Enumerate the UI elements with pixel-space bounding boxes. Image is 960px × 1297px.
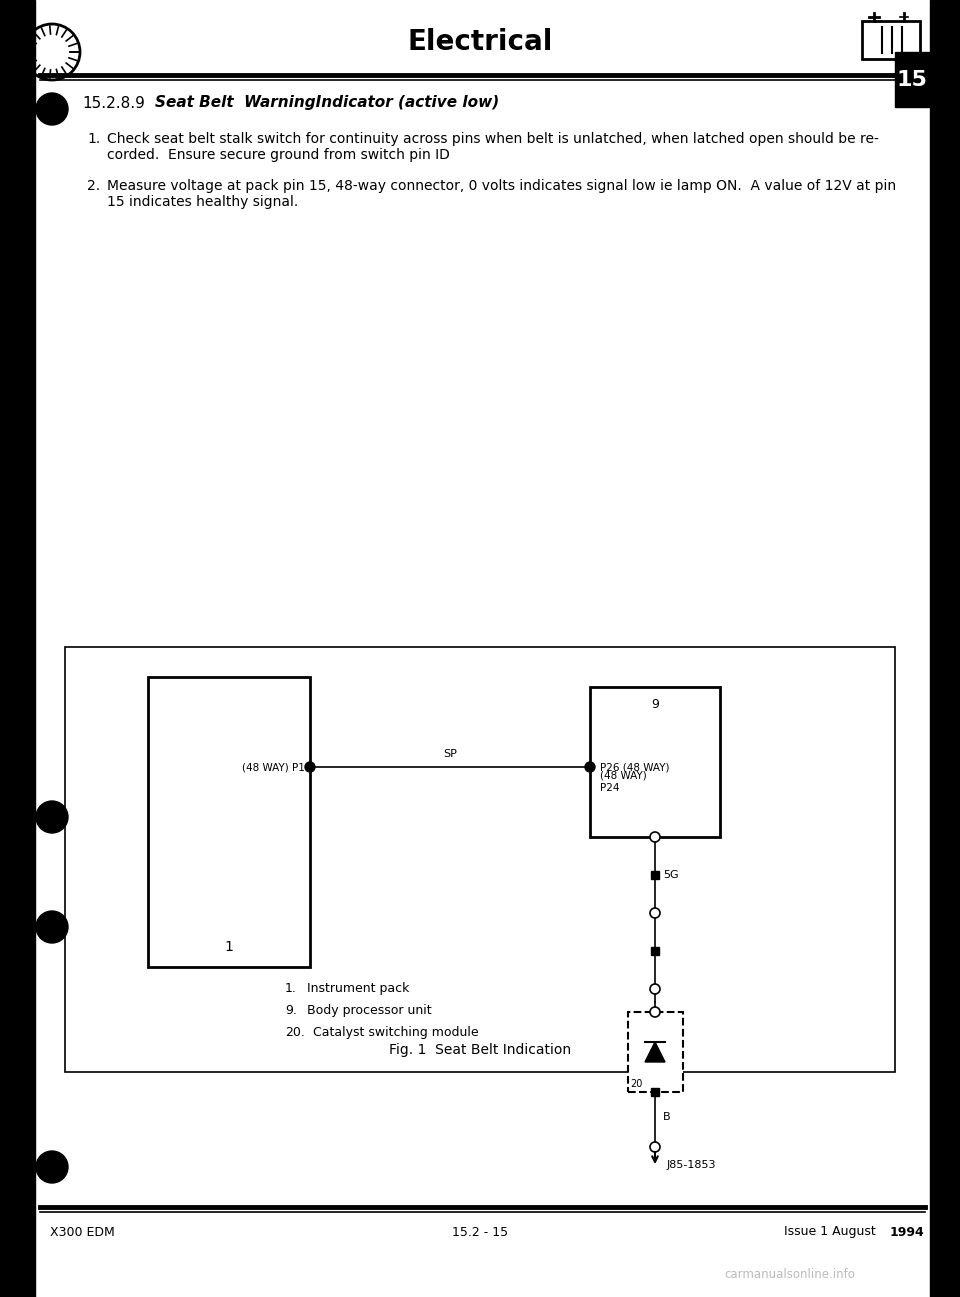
Bar <box>65 647 895 1073</box>
Bar <box>651 1088 659 1096</box>
Text: 2.: 2. <box>87 179 100 193</box>
Text: 1.: 1. <box>285 982 297 995</box>
Text: 15.2 - 15: 15.2 - 15 <box>452 1226 508 1239</box>
Text: J85-1853: J85-1853 <box>667 1160 716 1170</box>
Text: Measure voltage at pack pin 15, 48-way connector, 0 volts indicates signal low i: Measure voltage at pack pin 15, 48-way c… <box>107 179 896 209</box>
Text: 9.: 9. <box>285 1004 297 1017</box>
Text: 1994: 1994 <box>889 1226 924 1239</box>
Text: 15.2.8.9: 15.2.8.9 <box>82 96 145 110</box>
Bar <box>651 872 659 879</box>
Text: 1: 1 <box>225 940 233 955</box>
Text: Check seat belt stalk switch for continuity across pins when belt is unlatched, : Check seat belt stalk switch for continu… <box>107 132 878 162</box>
Bar <box>862 21 920 58</box>
Bar <box>895 52 930 106</box>
Circle shape <box>36 93 68 125</box>
Text: 5G: 5G <box>663 870 679 879</box>
Text: X300 EDM: X300 EDM <box>50 1226 115 1239</box>
Bar <box>628 1012 683 1092</box>
Bar <box>148 677 310 968</box>
Text: SP: SP <box>444 748 457 759</box>
Text: Seat Belt  WarningIndicator (active low): Seat Belt WarningIndicator (active low) <box>155 96 499 110</box>
Text: P26 (48 WAY): P26 (48 WAY) <box>600 763 669 772</box>
Bar <box>930 0 960 1297</box>
Circle shape <box>305 763 315 772</box>
Text: 20.: 20. <box>285 1026 305 1039</box>
Text: 1.: 1. <box>87 132 100 147</box>
Text: Body processor unit: Body processor unit <box>307 1004 432 1017</box>
Text: Catalyst switching module: Catalyst switching module <box>313 1026 479 1039</box>
Circle shape <box>650 1006 660 1017</box>
Circle shape <box>36 1150 68 1183</box>
Text: (48 WAY) P1: (48 WAY) P1 <box>242 763 305 772</box>
Circle shape <box>36 802 68 833</box>
Bar <box>0 0 35 1297</box>
Circle shape <box>585 763 595 772</box>
Circle shape <box>650 984 660 994</box>
Text: Electrical: Electrical <box>407 29 553 56</box>
Text: (48 WAY)
P24: (48 WAY) P24 <box>600 770 647 794</box>
Text: Fig. 1  Seat Belt Indication: Fig. 1 Seat Belt Indication <box>389 1043 571 1057</box>
Polygon shape <box>645 1041 665 1062</box>
Bar <box>590 687 720 837</box>
Circle shape <box>650 1141 660 1152</box>
Text: carmanualsonline.info: carmanualsonline.info <box>725 1268 855 1281</box>
Text: Issue 1 August: Issue 1 August <box>784 1226 880 1239</box>
Bar <box>651 947 659 955</box>
Text: 9: 9 <box>651 699 659 712</box>
Text: 15: 15 <box>897 70 927 89</box>
Text: 20: 20 <box>631 1079 643 1089</box>
Circle shape <box>36 910 68 943</box>
Circle shape <box>650 908 660 918</box>
Text: B: B <box>663 1112 671 1122</box>
Circle shape <box>650 831 660 842</box>
Text: Instrument pack: Instrument pack <box>307 982 409 995</box>
